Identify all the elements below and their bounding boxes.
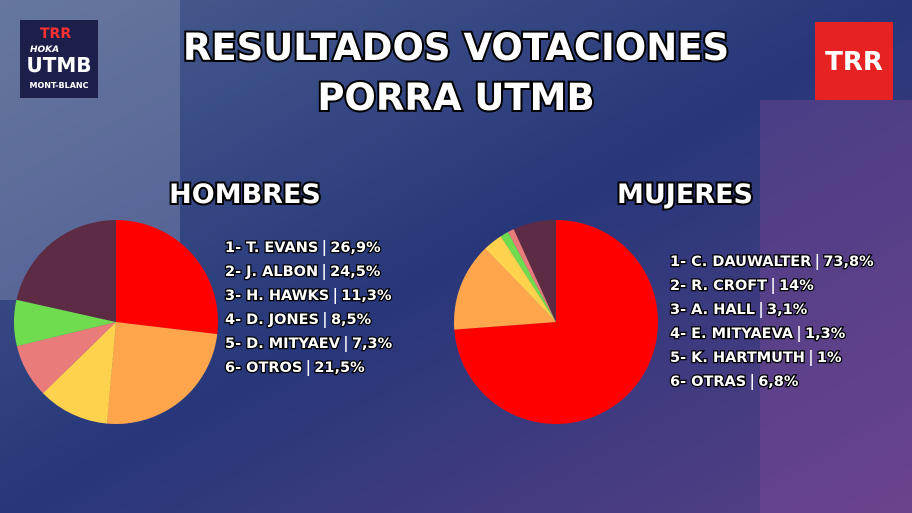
value-label: 1% (817, 350, 842, 366)
pie-slice (16, 322, 116, 394)
legend-label: 1- C. DAUWALTER (670, 254, 811, 270)
legend-label: 2- J. ALBON (225, 264, 318, 280)
pie-slice (454, 248, 556, 330)
title: PORRA UTMB (317, 76, 594, 119)
logo-text: MONT-BLANC (29, 81, 88, 90)
logo-box (20, 20, 98, 98)
logo-text: TRR (825, 47, 883, 77)
logo-text: TRR (40, 26, 71, 42)
value-label: 14% (779, 278, 814, 294)
pie-slice (116, 220, 219, 335)
value-label: 21,5% (314, 360, 365, 376)
value-label: 1,3% (805, 326, 846, 342)
legend-label: 5- K. HARTMUTH (670, 350, 805, 366)
legend-label: 5- D. MITYAEV (225, 336, 341, 352)
pie-slice (13, 299, 116, 347)
value-label: 6,8% (758, 374, 799, 390)
logo-text: HOKA (30, 45, 59, 55)
pie-slice (107, 322, 218, 424)
pie-slice (42, 322, 116, 424)
legend-label: 1- T. EVANS (225, 240, 318, 256)
pie-slice (507, 229, 556, 322)
logo-text: UTMB (26, 53, 91, 77)
legend-label: 6- OTROS (225, 360, 302, 376)
value-label: 73,8% (823, 254, 874, 270)
pie-slice (500, 232, 556, 322)
chart-title: MUJERES (617, 179, 753, 210)
legend-label: 3- A. HALL (670, 302, 755, 318)
value-label: 8,5% (331, 312, 372, 328)
value-label: 11,3% (341, 288, 392, 304)
title: RESULTADOS VOTACIONES (183, 26, 729, 69)
legend-label: 3- H. HAWKS (225, 288, 329, 304)
flowers (760, 100, 912, 513)
pie-slice (454, 220, 659, 424)
pie-slice (16, 220, 116, 322)
pie-slice (485, 236, 556, 322)
chart-title: HOMBRES (169, 179, 321, 210)
pie-slice (513, 220, 556, 322)
value-label: 3,1% (767, 302, 808, 318)
value-label: 7,3% (352, 336, 393, 352)
legend-label: 4- E. MITYAEVA (670, 326, 794, 342)
legend-label: 6- OTRAS (670, 374, 746, 390)
logo-box (815, 22, 893, 100)
legend-label: 2- R. CROFT (670, 278, 767, 294)
logo-left: TRR HOKA UTMB MONT-BLANC (20, 20, 98, 98)
value-label: 24,5% (330, 264, 381, 280)
legend-label: 4- D. JONES (225, 312, 319, 328)
value-label: 26,9% (330, 240, 381, 256)
